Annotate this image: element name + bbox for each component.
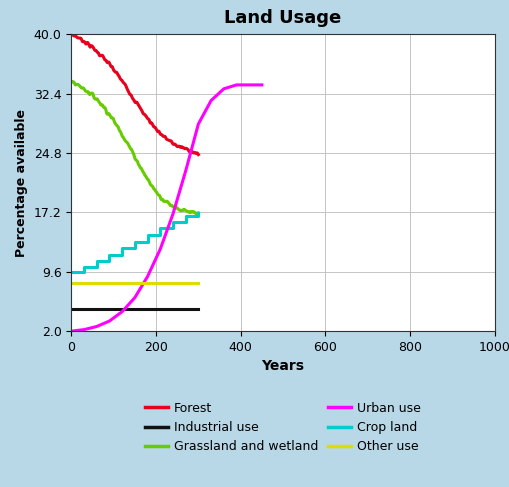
X-axis label: Years: Years: [261, 359, 304, 374]
Title: Land Usage: Land Usage: [224, 9, 341, 27]
Legend: Forest, Industrial use, Grassland and wetland, Urban use, Crop land, Other use: Forest, Industrial use, Grassland and we…: [140, 397, 425, 458]
Y-axis label: Percentage available: Percentage available: [15, 109, 28, 257]
